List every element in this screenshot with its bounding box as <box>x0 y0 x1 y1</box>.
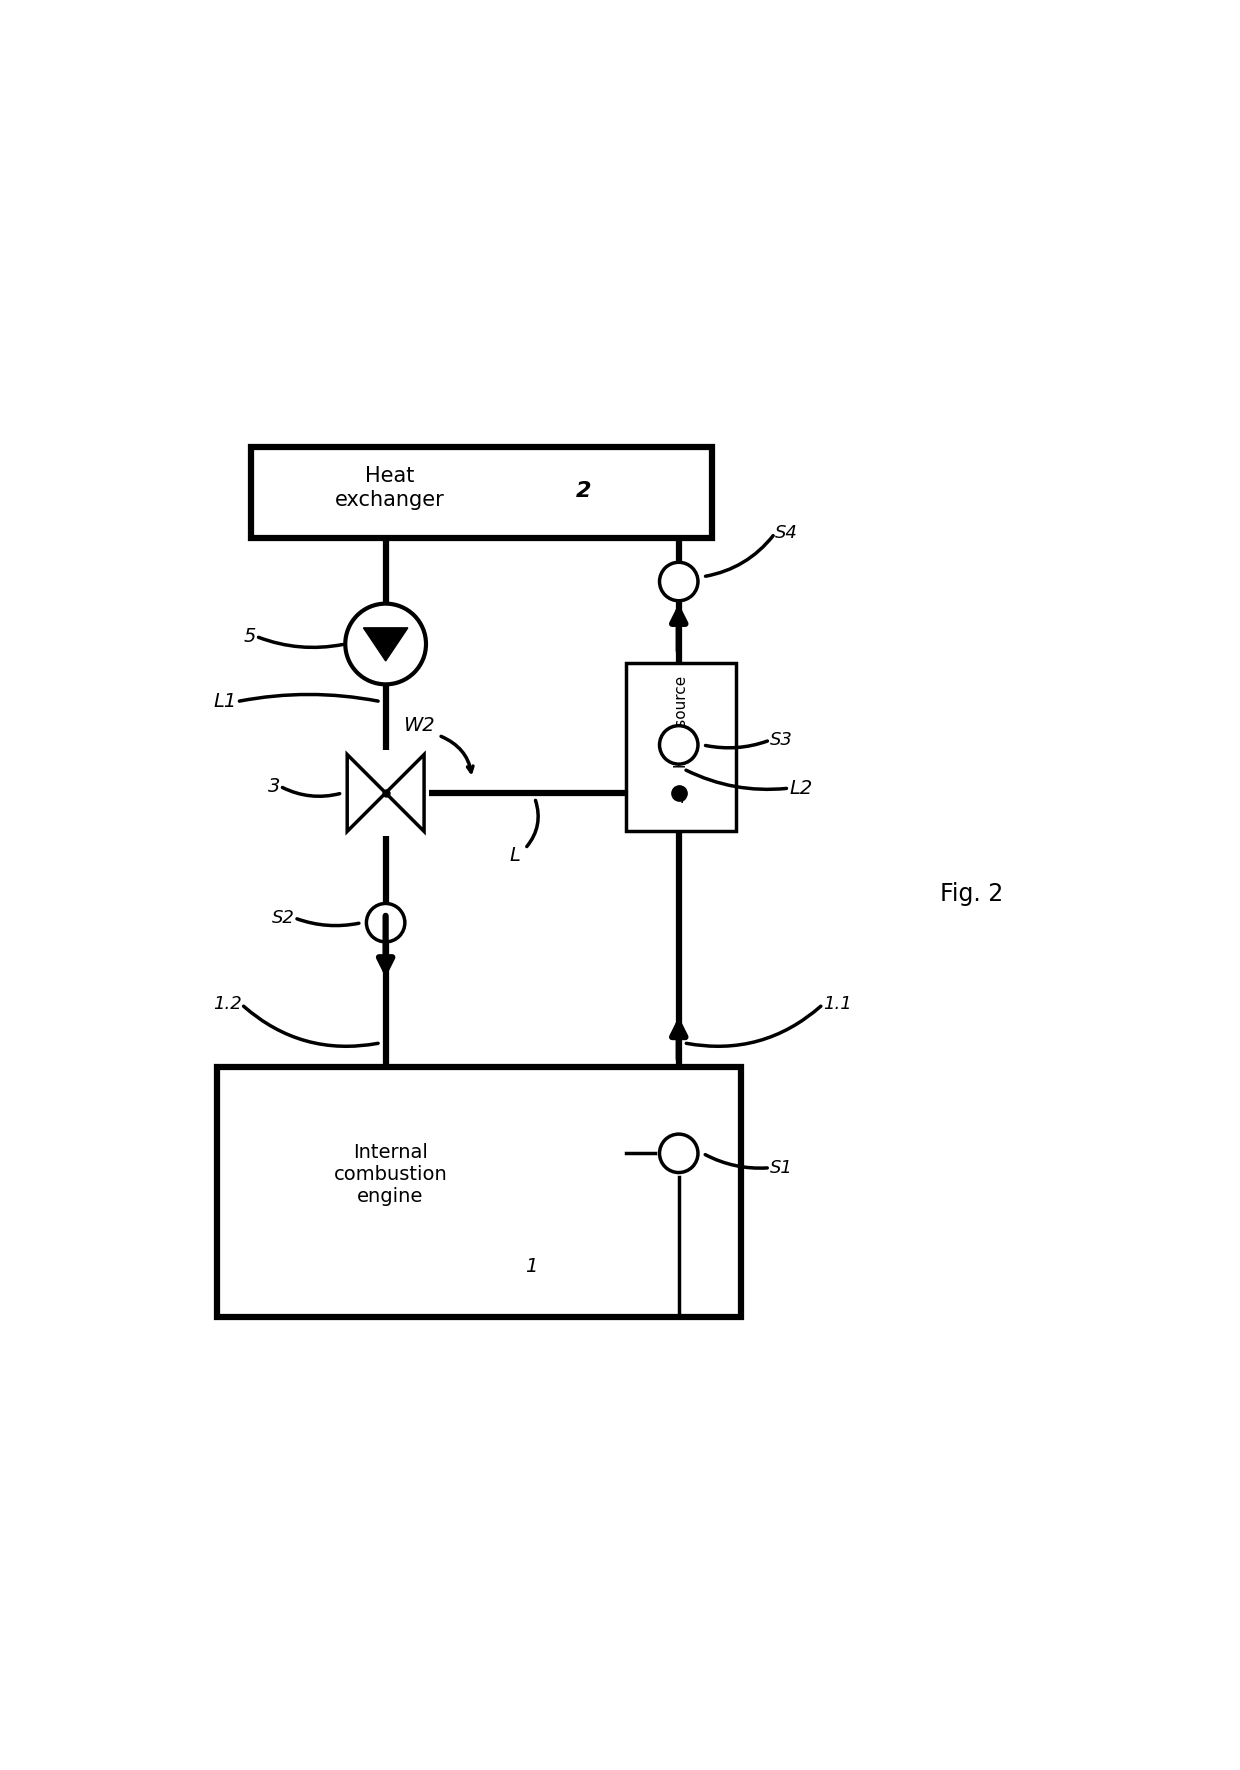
Circle shape <box>660 563 698 600</box>
Text: S2: S2 <box>272 908 294 927</box>
Text: 1: 1 <box>526 1257 538 1276</box>
Text: L1: L1 <box>213 692 237 712</box>
Circle shape <box>367 903 405 942</box>
Text: 2: 2 <box>575 481 591 501</box>
Polygon shape <box>347 754 386 832</box>
Text: S3: S3 <box>770 731 792 749</box>
Text: S1: S1 <box>770 1159 792 1177</box>
Circle shape <box>660 726 698 765</box>
Text: L: L <box>510 846 521 866</box>
Text: Heat source: Heat source <box>673 676 688 768</box>
Circle shape <box>660 1135 698 1172</box>
Text: 5: 5 <box>243 627 255 646</box>
Text: 1.2: 1.2 <box>213 995 242 1014</box>
Bar <box>217 1067 742 1317</box>
Polygon shape <box>363 628 408 660</box>
Text: S4: S4 <box>775 524 797 542</box>
Polygon shape <box>386 754 424 832</box>
Text: Internal
combustion
engine: Internal combustion engine <box>334 1143 448 1205</box>
Text: 3: 3 <box>268 777 280 796</box>
Bar <box>250 448 712 538</box>
Text: 1.1: 1.1 <box>823 995 852 1014</box>
Text: Heat
exchanger: Heat exchanger <box>335 467 444 510</box>
Circle shape <box>345 604 427 685</box>
Text: Fig. 2: Fig. 2 <box>940 881 1003 906</box>
Text: W2: W2 <box>403 717 435 735</box>
Text: 4: 4 <box>676 789 687 807</box>
Bar <box>626 664 737 832</box>
Text: L2: L2 <box>789 779 812 798</box>
